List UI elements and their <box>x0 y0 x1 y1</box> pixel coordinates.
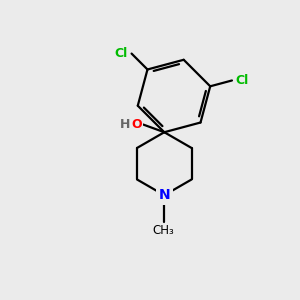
Text: Cl: Cl <box>236 74 249 87</box>
Text: N: N <box>158 188 170 202</box>
Text: H: H <box>120 118 130 131</box>
Text: O: O <box>131 118 142 131</box>
Text: CH₃: CH₃ <box>152 224 174 237</box>
Text: Cl: Cl <box>115 47 128 60</box>
